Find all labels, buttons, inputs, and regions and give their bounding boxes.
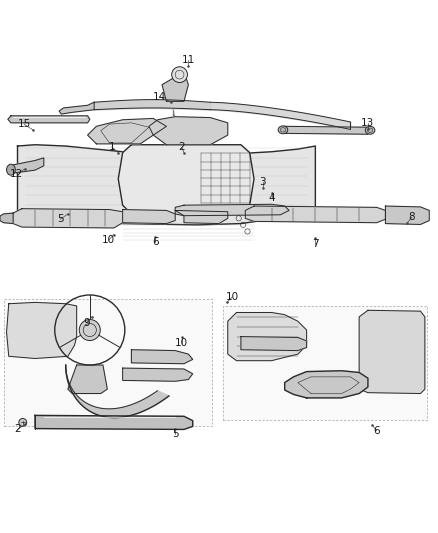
Text: 10: 10 xyxy=(226,292,239,302)
Polygon shape xyxy=(66,365,169,418)
Text: 2: 2 xyxy=(178,142,185,152)
Polygon shape xyxy=(175,204,289,216)
Polygon shape xyxy=(162,76,188,101)
Polygon shape xyxy=(9,158,44,174)
Text: 5: 5 xyxy=(172,429,179,439)
Polygon shape xyxy=(285,371,368,398)
Text: 1: 1 xyxy=(108,142,115,152)
Polygon shape xyxy=(149,117,228,145)
FancyBboxPatch shape xyxy=(4,300,212,426)
Text: 5: 5 xyxy=(57,214,64,224)
Polygon shape xyxy=(7,302,77,359)
Polygon shape xyxy=(68,365,107,393)
Polygon shape xyxy=(175,211,228,223)
Polygon shape xyxy=(118,145,254,214)
Polygon shape xyxy=(59,102,94,114)
Text: 2: 2 xyxy=(14,424,21,434)
Polygon shape xyxy=(123,209,175,223)
Text: 10: 10 xyxy=(102,235,115,245)
Ellipse shape xyxy=(365,126,375,134)
Polygon shape xyxy=(13,209,123,228)
Polygon shape xyxy=(245,206,385,223)
Circle shape xyxy=(172,67,187,83)
Polygon shape xyxy=(88,118,166,144)
Text: 6: 6 xyxy=(373,426,380,436)
Text: 4: 4 xyxy=(268,193,275,203)
Text: 14: 14 xyxy=(153,92,166,102)
Text: 12: 12 xyxy=(10,168,23,179)
Circle shape xyxy=(79,319,100,341)
Text: 13: 13 xyxy=(361,118,374,128)
Polygon shape xyxy=(0,213,13,223)
Ellipse shape xyxy=(278,126,288,134)
Polygon shape xyxy=(385,206,429,224)
Text: 11: 11 xyxy=(182,55,195,65)
Polygon shape xyxy=(18,145,315,225)
Text: 7: 7 xyxy=(312,239,319,249)
Text: 15: 15 xyxy=(18,119,31,129)
Text: 9: 9 xyxy=(83,318,90,328)
Polygon shape xyxy=(359,310,425,393)
FancyBboxPatch shape xyxy=(223,306,427,420)
Polygon shape xyxy=(131,350,193,364)
Polygon shape xyxy=(35,415,193,430)
Ellipse shape xyxy=(7,164,15,175)
Polygon shape xyxy=(8,116,90,123)
Circle shape xyxy=(19,418,27,426)
Polygon shape xyxy=(241,336,307,351)
Polygon shape xyxy=(283,126,369,134)
Text: 10: 10 xyxy=(175,338,188,348)
Text: 3: 3 xyxy=(259,177,266,187)
Text: 8: 8 xyxy=(408,213,415,222)
Polygon shape xyxy=(228,312,307,361)
Polygon shape xyxy=(123,368,193,381)
Text: 6: 6 xyxy=(152,237,159,247)
